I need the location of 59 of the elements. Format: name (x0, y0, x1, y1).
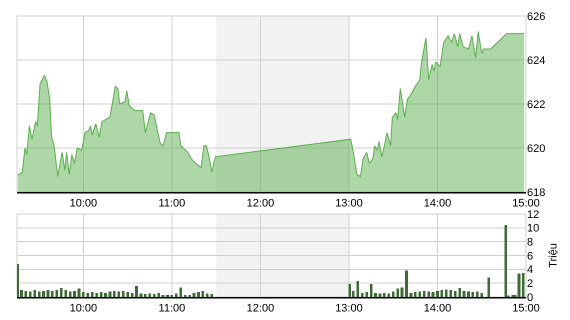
bar (90, 292, 94, 297)
x-tick-label: 12:00 (246, 198, 274, 210)
bar (95, 292, 98, 297)
bar (148, 294, 152, 297)
y-tick-label: 622 (527, 98, 546, 111)
x-tick-label: 14:00 (424, 198, 452, 210)
x-tick-label: 13:00 (335, 198, 363, 210)
bar (360, 292, 364, 297)
y-tick-label: 620 (527, 142, 546, 155)
bar (387, 294, 390, 297)
x-tick-label: 15:00 (512, 198, 540, 210)
bar (487, 278, 490, 297)
bar (152, 294, 156, 297)
y-tick-label: 2 (527, 278, 534, 290)
bar (392, 291, 395, 297)
bar (210, 294, 214, 297)
y-axis-title: Triệu (547, 243, 560, 268)
bar (480, 292, 484, 297)
x-tick-label: 15:00 (512, 302, 540, 315)
y-tick-label: 626 (527, 10, 546, 23)
bar (33, 290, 36, 297)
bar (206, 294, 209, 297)
bar (179, 287, 182, 297)
bar (365, 292, 368, 297)
bar (418, 291, 422, 297)
bar (518, 273, 520, 297)
bar (126, 292, 129, 297)
y-tick-label: 12 (527, 208, 540, 221)
bar (60, 288, 63, 297)
bar (449, 290, 452, 297)
bar (122, 290, 125, 297)
x-tick-label: 14:00 (424, 302, 452, 315)
x-tick-label: 13:00 (335, 302, 363, 315)
x-tick-label: 10:00 (70, 198, 98, 210)
y-tick-label: 0 (527, 292, 534, 304)
bar (476, 291, 479, 297)
bar (356, 281, 360, 297)
bar (64, 290, 68, 297)
y-tick-label: 8 (527, 236, 534, 249)
bar (28, 291, 32, 297)
y-tick-label: 4 (527, 264, 534, 276)
bar (117, 291, 120, 297)
bar (445, 289, 448, 297)
bar (504, 225, 507, 297)
y-tick-label: 624 (527, 54, 546, 67)
x-tick-label: 12:00 (246, 302, 274, 315)
y-tick-label: 6 (527, 250, 534, 262)
bar (348, 284, 352, 297)
y-tick-label: 10 (527, 222, 540, 235)
x-tick-label: 11:00 (158, 302, 186, 315)
bar (175, 294, 178, 297)
bar (17, 264, 20, 297)
bar (454, 290, 457, 297)
bar (56, 290, 58, 297)
bar (86, 292, 90, 297)
x-tick-label: 11:00 (158, 198, 186, 210)
bar (422, 290, 426, 297)
y-tick-label: 618 (527, 186, 546, 199)
x-tick-label: 10:00 (70, 302, 98, 315)
